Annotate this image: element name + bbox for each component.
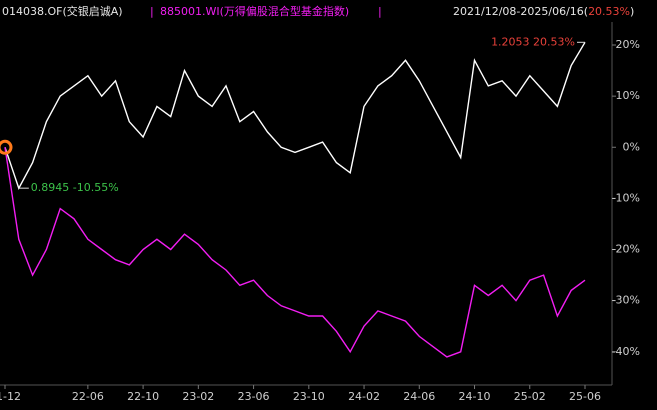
x-tick-label: 24-02 [348,390,380,403]
series-line [4,41,586,190]
separator: | [378,5,382,18]
y-tick-label: -20% [612,243,640,256]
x-tick-label: 22-10 [127,390,159,403]
x-tick-label: 23-10 [293,390,325,403]
date-range: 2021/12/08-2025/06/16(20.53%) [453,5,634,18]
x-tick-label: 24-06 [403,390,435,403]
x-tick-label: 24-10 [459,390,491,403]
fund-name: 014038.OF(交银启诚A) [2,4,123,18]
x-tick-label: 21-12 [0,390,21,403]
x-tick-label: 25-06 [569,390,601,403]
y-tick-label: 10% [616,89,640,102]
series-line [4,147,586,358]
max-label: 1.2053 20.53% [491,35,575,48]
y-tick-label: -30% [612,294,640,307]
min-label: 0.8945 -10.55% [31,181,119,194]
y-tick-label: 0% [623,140,640,153]
y-tick-label: -10% [612,191,640,204]
x-tick-label: 23-06 [238,390,270,403]
return: 20.53% [588,5,630,18]
y-tick-label: 20% [616,38,640,51]
close: ) [630,5,634,18]
start-marker [0,139,13,155]
separator: | [150,5,154,18]
y-tick-label: -40% [612,345,640,358]
x-tick-label: 22-06 [72,390,104,403]
x-tick-label: 25-02 [514,390,546,403]
index-name: 885001.WI(万得偏股混合型基金指数) [160,4,349,18]
x-tick-label: 23-02 [182,390,214,403]
range: 2021/12/08-2025/06/16( [453,5,588,18]
